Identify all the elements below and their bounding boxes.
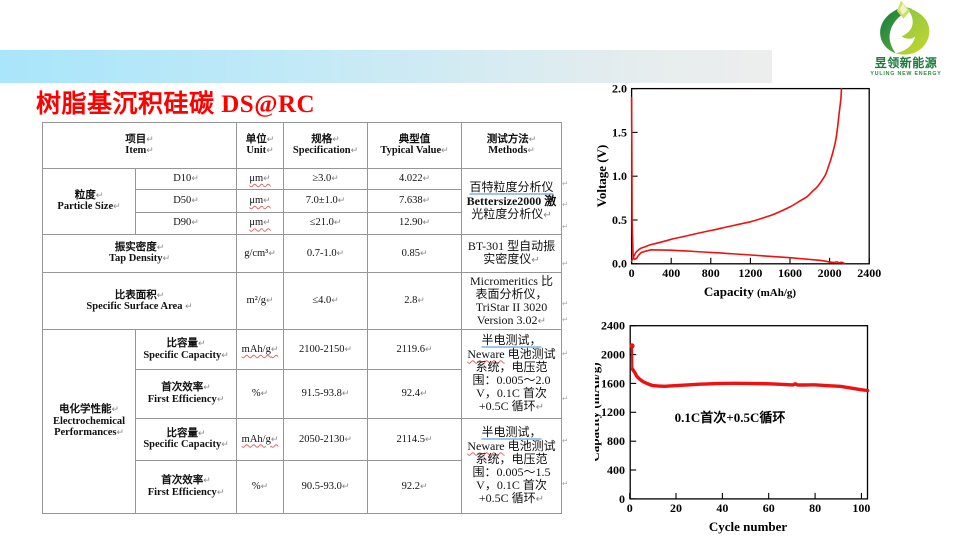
svg-text:0.0: 0.0 xyxy=(612,257,627,271)
svg-text:40: 40 xyxy=(716,501,728,515)
svg-text:1600: 1600 xyxy=(778,266,802,280)
svg-text:Voltage (V): Voltage (V) xyxy=(595,145,609,208)
svg-text:60: 60 xyxy=(763,501,775,515)
svg-text:0.5: 0.5 xyxy=(612,213,627,227)
svg-text:2400: 2400 xyxy=(601,319,625,333)
svg-text:2000: 2000 xyxy=(601,348,625,362)
svg-text:1.0: 1.0 xyxy=(612,169,627,183)
svg-text:1200: 1200 xyxy=(601,405,625,419)
svg-text:Cycle number: Cycle number xyxy=(709,519,788,534)
svg-text:800: 800 xyxy=(702,266,720,280)
svg-text:80: 80 xyxy=(809,501,821,515)
svg-text:800: 800 xyxy=(607,434,625,448)
svg-text:0: 0 xyxy=(627,501,633,515)
svg-text:100: 100 xyxy=(852,501,870,515)
svg-text:2000: 2000 xyxy=(818,266,842,280)
svg-text:1.5: 1.5 xyxy=(612,125,627,139)
svg-text:2400: 2400 xyxy=(857,266,881,280)
svg-text:1200: 1200 xyxy=(738,266,762,280)
svg-text:Capacity (mAh/g): Capacity (mAh/g) xyxy=(595,362,602,461)
svg-text:0: 0 xyxy=(619,492,625,506)
svg-text:Capacity (mAh/g): Capacity (mAh/g) xyxy=(704,284,797,299)
svg-text:0.1C首次+0.5C循环: 0.1C首次+0.5C循环 xyxy=(675,410,786,425)
svg-text:0: 0 xyxy=(629,266,635,280)
svg-text:400: 400 xyxy=(607,463,625,477)
svg-text:1600: 1600 xyxy=(601,376,625,390)
svg-text:20: 20 xyxy=(670,501,682,515)
svg-text:400: 400 xyxy=(662,266,680,280)
svg-text:2.0: 2.0 xyxy=(612,85,627,96)
